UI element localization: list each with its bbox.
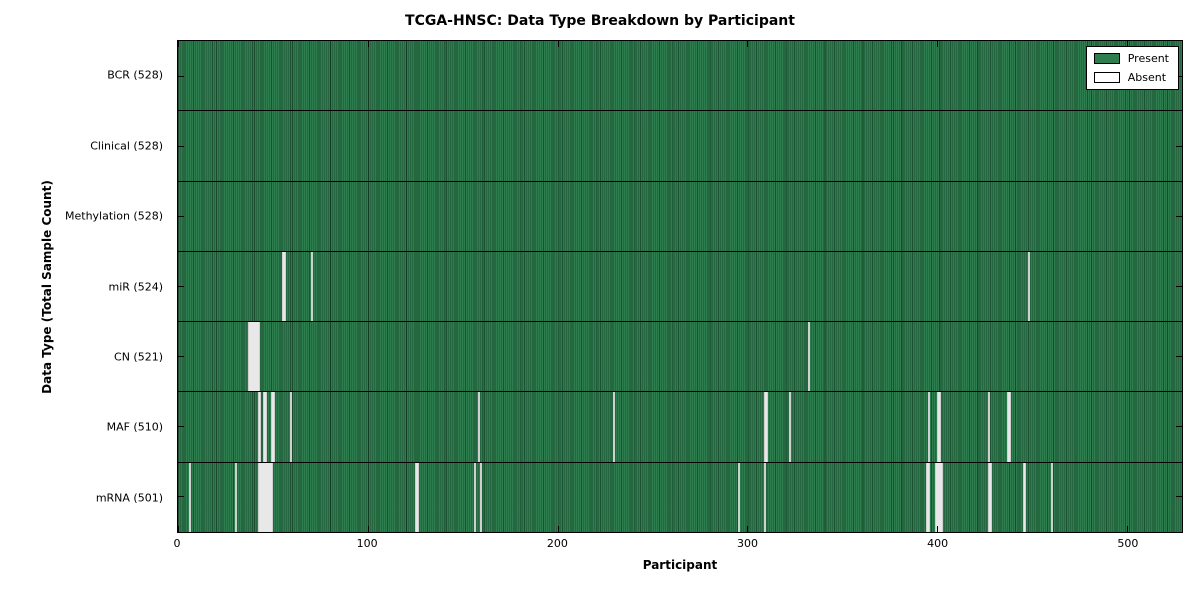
y-tick-mark [178,426,184,428]
x-tick-mark [367,526,369,532]
absent-stripe [289,392,292,462]
x-tick-mark [557,526,559,532]
absent-stripe [234,462,237,532]
x-tick-label: 300 [737,537,758,550]
absent-stripe [310,251,313,322]
heatmap-row-Methylation [178,180,1182,251]
y-tick-mark [1176,286,1182,287]
x-tick-mark [178,41,179,47]
x-tick-label: 0 [173,537,181,550]
heatmap-row-MAF [178,391,1182,462]
absent-stripe [737,462,740,532]
absent-stripe [925,462,930,532]
heatmap-row-BCR [178,41,1182,111]
x-tick-label: 500 [1117,537,1139,550]
legend-label: Absent [1127,71,1167,84]
heatmap-row-Clinical [178,110,1182,181]
x-axis-tick-labels: 0 100 200 300 400 500 [173,537,1183,553]
y-tick-mark [1176,356,1182,358]
x-tick-mark [557,41,559,47]
legend-item-present: Present [1093,52,1169,65]
absent-stripe [935,462,943,532]
legend-label: Present [1127,52,1169,65]
absent-stripe [248,322,260,392]
absent-stripe [808,322,810,392]
y-tick-label-miR: miR (524) [108,280,164,293]
y-tick-mark [1176,496,1182,498]
x-tick-label: 100 [356,537,378,550]
legend: Present Absent [1085,46,1179,90]
x-tick-mark [1126,41,1128,47]
x-axis-title: Participant [642,558,718,572]
y-tick-label-MAF: MAF (510) [106,420,163,434]
heatmap-row-CN [178,321,1182,392]
y-tick-mark [1176,426,1182,428]
absent-stripe [257,392,262,462]
y-tick-mark [1176,215,1182,217]
x-tick-mark [937,41,939,47]
absent-stripe [764,392,769,462]
x-tick-label: 200 [546,537,568,550]
y-axis-title: Data Type (Total Sample Count) [40,180,54,394]
absent-stripe [415,462,420,532]
x-tick-mark [178,526,179,532]
y-tick-label-Clinical: Clinical (528) [90,139,163,153]
plot-area: Present Absent [177,40,1183,533]
y-tick-label-Methylation: Methylation (528) [65,209,163,223]
legend-swatch-absent [1093,72,1120,83]
legend-swatch-present [1093,53,1120,64]
absent-stripe [988,392,991,462]
absent-stripe [789,392,792,462]
y-tick-mark [1176,75,1182,77]
y-axis-tick-labels: BCR (528) Clinical (528) Methylation (528)… [0,40,170,533]
absent-stripe [257,462,273,532]
heatmap-row-mRNA [178,461,1182,532]
x-tick-label: 400 [927,537,949,550]
y-tick-label-CN: CN (521) [114,350,163,364]
y-tick-mark [178,356,184,358]
heatmap-row-miR [178,250,1182,322]
legend-item-absent: Absent [1093,71,1169,84]
absent-stripe [189,462,192,532]
absent-stripe [937,392,941,462]
x-tick-mark [747,526,749,532]
chart-title: TCGA-HNSC: Data Type Breakdown by Partic… [405,13,795,29]
absent-stripe [270,392,275,462]
absent-stripe [612,392,615,462]
x-tick-mark [747,41,749,47]
y-tick-mark [178,145,184,147]
y-tick-mark [178,286,184,287]
absent-stripe [988,462,993,532]
x-tick-mark [1126,526,1128,532]
x-tick-mark [937,526,939,532]
absent-stripe [263,392,268,462]
y-tick-label-BCR: BCR (528) [107,68,163,82]
absent-stripe [479,462,482,532]
y-tick-mark [178,215,184,217]
absent-stripe [477,392,480,462]
absent-stripe [474,462,476,532]
y-tick-mark [178,75,184,77]
absent-stripe [1028,251,1031,322]
absent-stripe [1022,462,1027,532]
absent-stripe [1007,392,1012,462]
y-tick-label-mRNA: mRNA (501) [95,491,163,505]
absent-stripe [1051,462,1053,532]
heatmap-rows [178,41,1182,532]
y-tick-mark [178,496,184,498]
absent-stripe [927,392,930,462]
y-tick-mark [1176,145,1182,147]
absent-stripe [282,251,287,322]
absent-stripe [764,462,767,532]
x-tick-mark [367,41,369,47]
